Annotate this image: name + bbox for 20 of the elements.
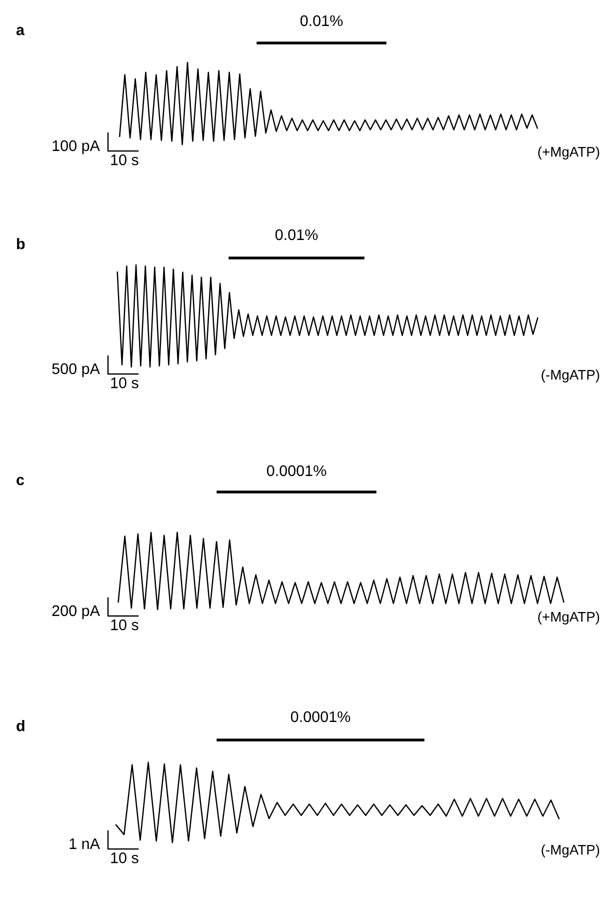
text: 10 s [111,852,138,864]
text: 10 s [111,619,138,630]
text: 200 pA [52,605,100,620]
text: (-MgATP) [542,370,600,382]
chart-title: c [16,476,24,486]
text: 0.0001% [290,711,350,722]
text: 100 pA [52,140,100,154]
text: (+MgATP) [538,612,600,624]
text: (-MgATP) [542,844,600,858]
text: 10 s [111,154,138,166]
text: 0.0001% [266,465,326,476]
text: 500 pA [52,363,100,378]
text: (+MgATP) [538,146,600,160]
chart-title: a [16,26,25,36]
text: 0.01% [300,15,343,26]
chart-title: d [16,720,24,732]
text: 1 nA [70,838,100,849]
text: 10 s [111,377,138,388]
chart-title: b [17,238,25,250]
text: 0.01% [275,229,318,240]
